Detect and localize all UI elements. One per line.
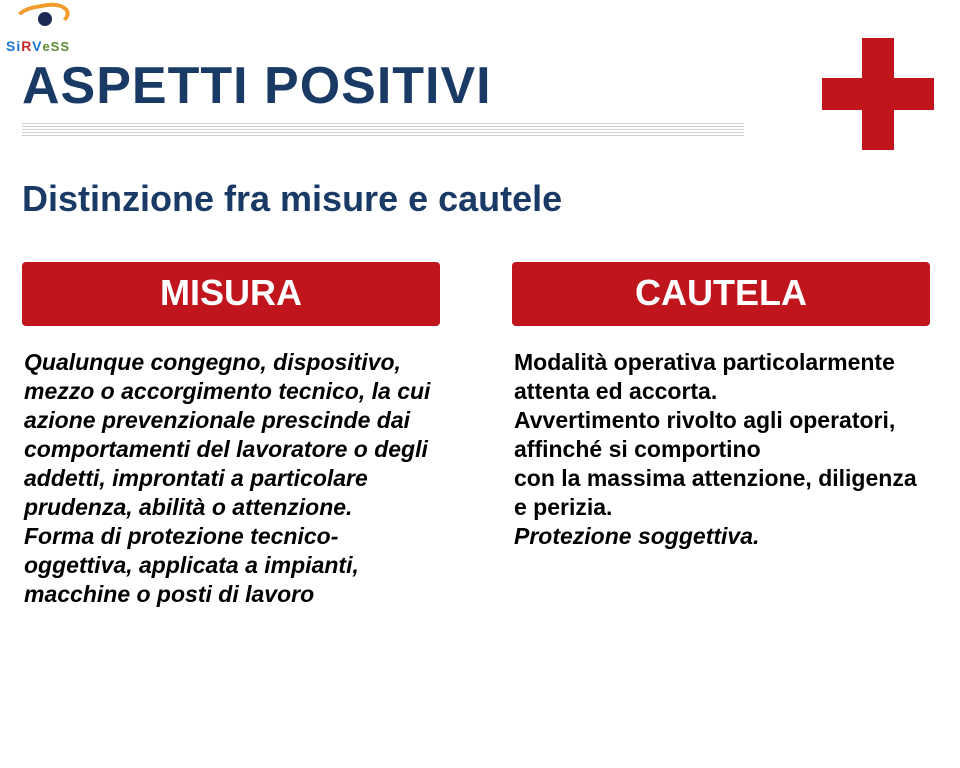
cautela-para2a: Avvertimento rivolto agli operatori, aff… — [514, 406, 932, 464]
cautela-para1: Modalità operativa particolarmente atten… — [514, 348, 932, 406]
page-title: ASPETTI POSITIVI — [22, 56, 492, 116]
label-cautela: CAUTELA — [512, 262, 930, 326]
title-underline — [22, 122, 744, 136]
slide: SiRVeSS ASPETTI POSITIVI Distinzione fra… — [0, 0, 960, 768]
cautela-para2b: con la massima attenzione, diligenza e p… — [514, 464, 932, 522]
column-misura: Qualunque congegno, dispositivo, mezzo o… — [24, 348, 442, 609]
label-misura: MISURA — [22, 262, 440, 326]
cautela-para3: Protezione soggettiva. — [514, 522, 932, 551]
logo-text: SiRVeSS — [6, 38, 96, 54]
logo-eye-icon — [16, 6, 72, 36]
sirvess-logo: SiRVeSS — [6, 6, 96, 54]
page-subtitle: Distinzione fra misure e cautele — [22, 178, 562, 220]
misura-para1: Qualunque congegno, dispositivo, mezzo o… — [24, 348, 442, 522]
misura-para2: Forma di protezione tecnico-oggettiva, a… — [24, 522, 442, 609]
plus-icon — [822, 38, 934, 150]
column-cautela: Modalità operativa particolarmente atten… — [514, 348, 932, 551]
